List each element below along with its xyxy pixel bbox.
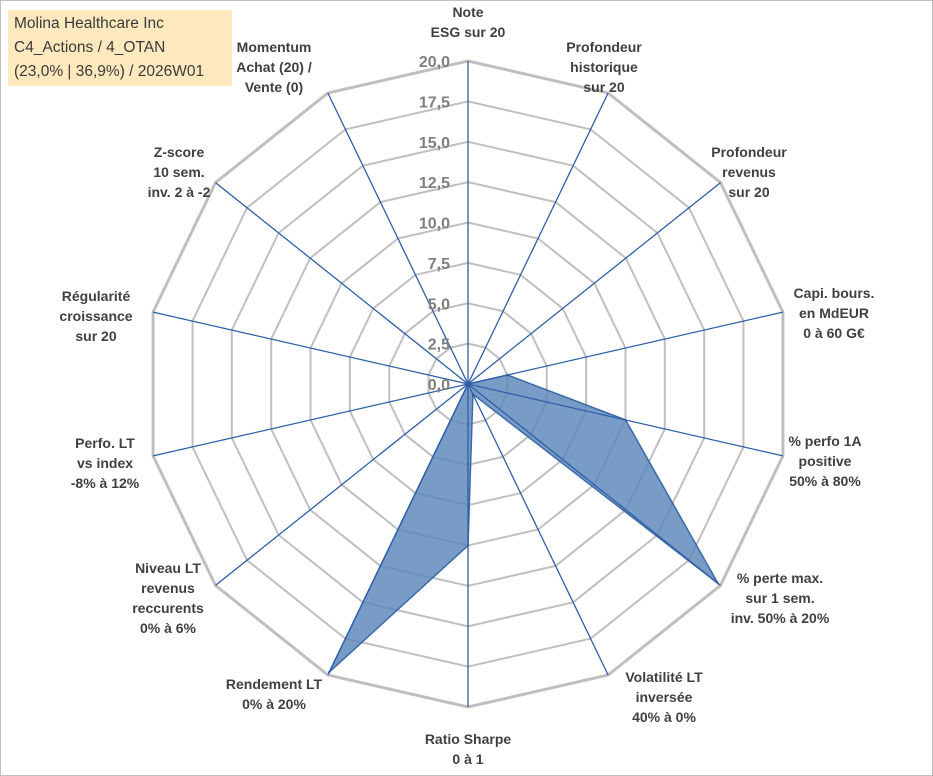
tick-labels: 0,0 2,5 5,0 7,5 10,0 12,5 15,0 17,5 20,0 — [419, 54, 450, 394]
axis-label-line: Profondeur — [566, 39, 642, 55]
axis-label-line: Volatilité LT — [625, 669, 703, 685]
axis-label-line: 0% à 6% — [140, 620, 197, 636]
axis-label-line: revenus — [722, 164, 776, 180]
axis-label: Momentum Achat (20) / Vente (0) — [236, 39, 312, 95]
tick-label: 7,5 — [428, 256, 450, 273]
axis-label-line: 0 à 60 G€ — [803, 325, 865, 341]
axis-label: Profondeur historique sur 20 — [566, 39, 642, 95]
tick-label: 20,0 — [419, 54, 450, 71]
tick-label: 12,5 — [419, 175, 450, 192]
axis-spoke — [152, 383, 469, 457]
axis-label: Capi. bours. en MdEUR 0 à 60 G€ — [794, 285, 875, 341]
spoke-layer — [152, 61, 784, 707]
axis-label: Volatilité LT inversée 40% à 0% — [625, 669, 703, 725]
axis-label-line: Profondeur — [711, 144, 787, 160]
axis-label-line: positive — [799, 453, 852, 469]
axis-labels: Note ESG sur 20 Profondeur historique sur 20… — [59, 4, 874, 767]
axis-label: Z-score 10 sem. inv. 2 à -2 — [148, 144, 211, 200]
axis-spoke — [467, 182, 721, 385]
axis-label-line: -8% à 12% — [71, 475, 140, 491]
axis-label-line: Perfo. LT — [75, 435, 135, 451]
axis-spoke — [467, 383, 784, 457]
axis-label: Niveau LT revenus reccurents 0% à 6% — [132, 560, 204, 636]
axis-spoke — [467, 383, 721, 586]
axis-label: Rendement LT 0% à 20% — [226, 676, 323, 712]
axis-label: % perfo 1A positive 50% à 80% — [788, 433, 861, 489]
axis-label-line: Vente (0) — [245, 79, 303, 95]
axis-label-line: sur 20 — [75, 328, 116, 344]
axis-label-line: Achat (20) / — [236, 59, 312, 75]
axis-spoke — [467, 311, 784, 385]
axis-label-line: 50% à 80% — [789, 473, 861, 489]
tick-label: 10,0 — [419, 216, 450, 233]
axis-label: Ratio Sharpe 0 à 1 — [425, 731, 512, 767]
axis-spoke — [215, 383, 469, 586]
data-area — [328, 374, 719, 673]
axis-label: Profondeur revenus sur 20 — [711, 144, 787, 200]
axis-label-line: Note — [452, 4, 483, 20]
axis-label-line: revenus — [141, 580, 195, 596]
tick-label: 0,0 — [428, 377, 450, 394]
axis-label-line: croissance — [59, 308, 132, 324]
tick-label: 2,5 — [428, 337, 450, 354]
axis-label-line: historique — [570, 59, 638, 75]
axis-label-line: Capi. bours. — [794, 285, 875, 301]
axis-label: Régularité croissance sur 20 — [59, 288, 132, 344]
axis-label: % perte max. sur 1 sem. inv. 50% à 20% — [731, 570, 830, 626]
axis-label-line: 0% à 20% — [242, 696, 306, 712]
tick-label: 15,0 — [419, 135, 450, 152]
axis-label-line: inversée — [636, 689, 693, 705]
axis-label-line: Niveau LT — [135, 560, 201, 576]
axis-spoke — [327, 92, 469, 385]
axis-label-line: % perfo 1A — [788, 433, 861, 449]
data-area-layer — [328, 373, 720, 674]
axis-label-line: Régularité — [62, 288, 131, 304]
axis-label: Perfo. LT vs index -8% à 12% — [71, 435, 140, 491]
info-box: Molina Healthcare Inc C4_Actions / 4_OTA… — [8, 10, 232, 86]
axis-label-line: % perte max. — [737, 570, 823, 586]
axis-spoke — [327, 383, 469, 676]
axis-spoke — [152, 311, 469, 385]
axis-spoke — [467, 92, 609, 385]
axis-label: Note ESG sur 20 — [431, 4, 506, 40]
info-company: Molina Healthcare Inc — [14, 15, 164, 32]
axis-label-line: en MdEUR — [799, 305, 869, 321]
axis-label-line: 10 sem. — [153, 164, 204, 180]
axis-label-line: sur 20 — [728, 184, 769, 200]
axis-label-line: 40% à 0% — [632, 709, 696, 725]
axis-label-line: Z-score — [154, 144, 205, 160]
axis-label-line: sur 1 sem. — [745, 590, 814, 606]
axis-label-line: Momentum — [237, 39, 312, 55]
axis-label-line: vs index — [77, 455, 133, 471]
tick-label: 5,0 — [428, 296, 450, 313]
info-category: C4_Actions / 4_OTAN — [14, 39, 166, 56]
axis-spoke — [467, 383, 609, 676]
axis-label-line: sur 20 — [583, 79, 624, 95]
axis-label-line: reccurents — [132, 600, 204, 616]
axis-spoke — [215, 182, 469, 385]
axis-label-line: 0 à 1 — [452, 751, 483, 767]
axis-label-line: inv. 2 à -2 — [148, 184, 211, 200]
axis-label-line: inv. 50% à 20% — [731, 610, 830, 626]
info-stats: (23,0% | 36,9%) / 2026W01 — [14, 63, 205, 80]
tick-label: 17,5 — [419, 94, 450, 111]
axis-label-line: Ratio Sharpe — [425, 731, 512, 747]
axis-label-line: ESG sur 20 — [431, 24, 506, 40]
axis-label-line: Rendement LT — [226, 676, 323, 692]
